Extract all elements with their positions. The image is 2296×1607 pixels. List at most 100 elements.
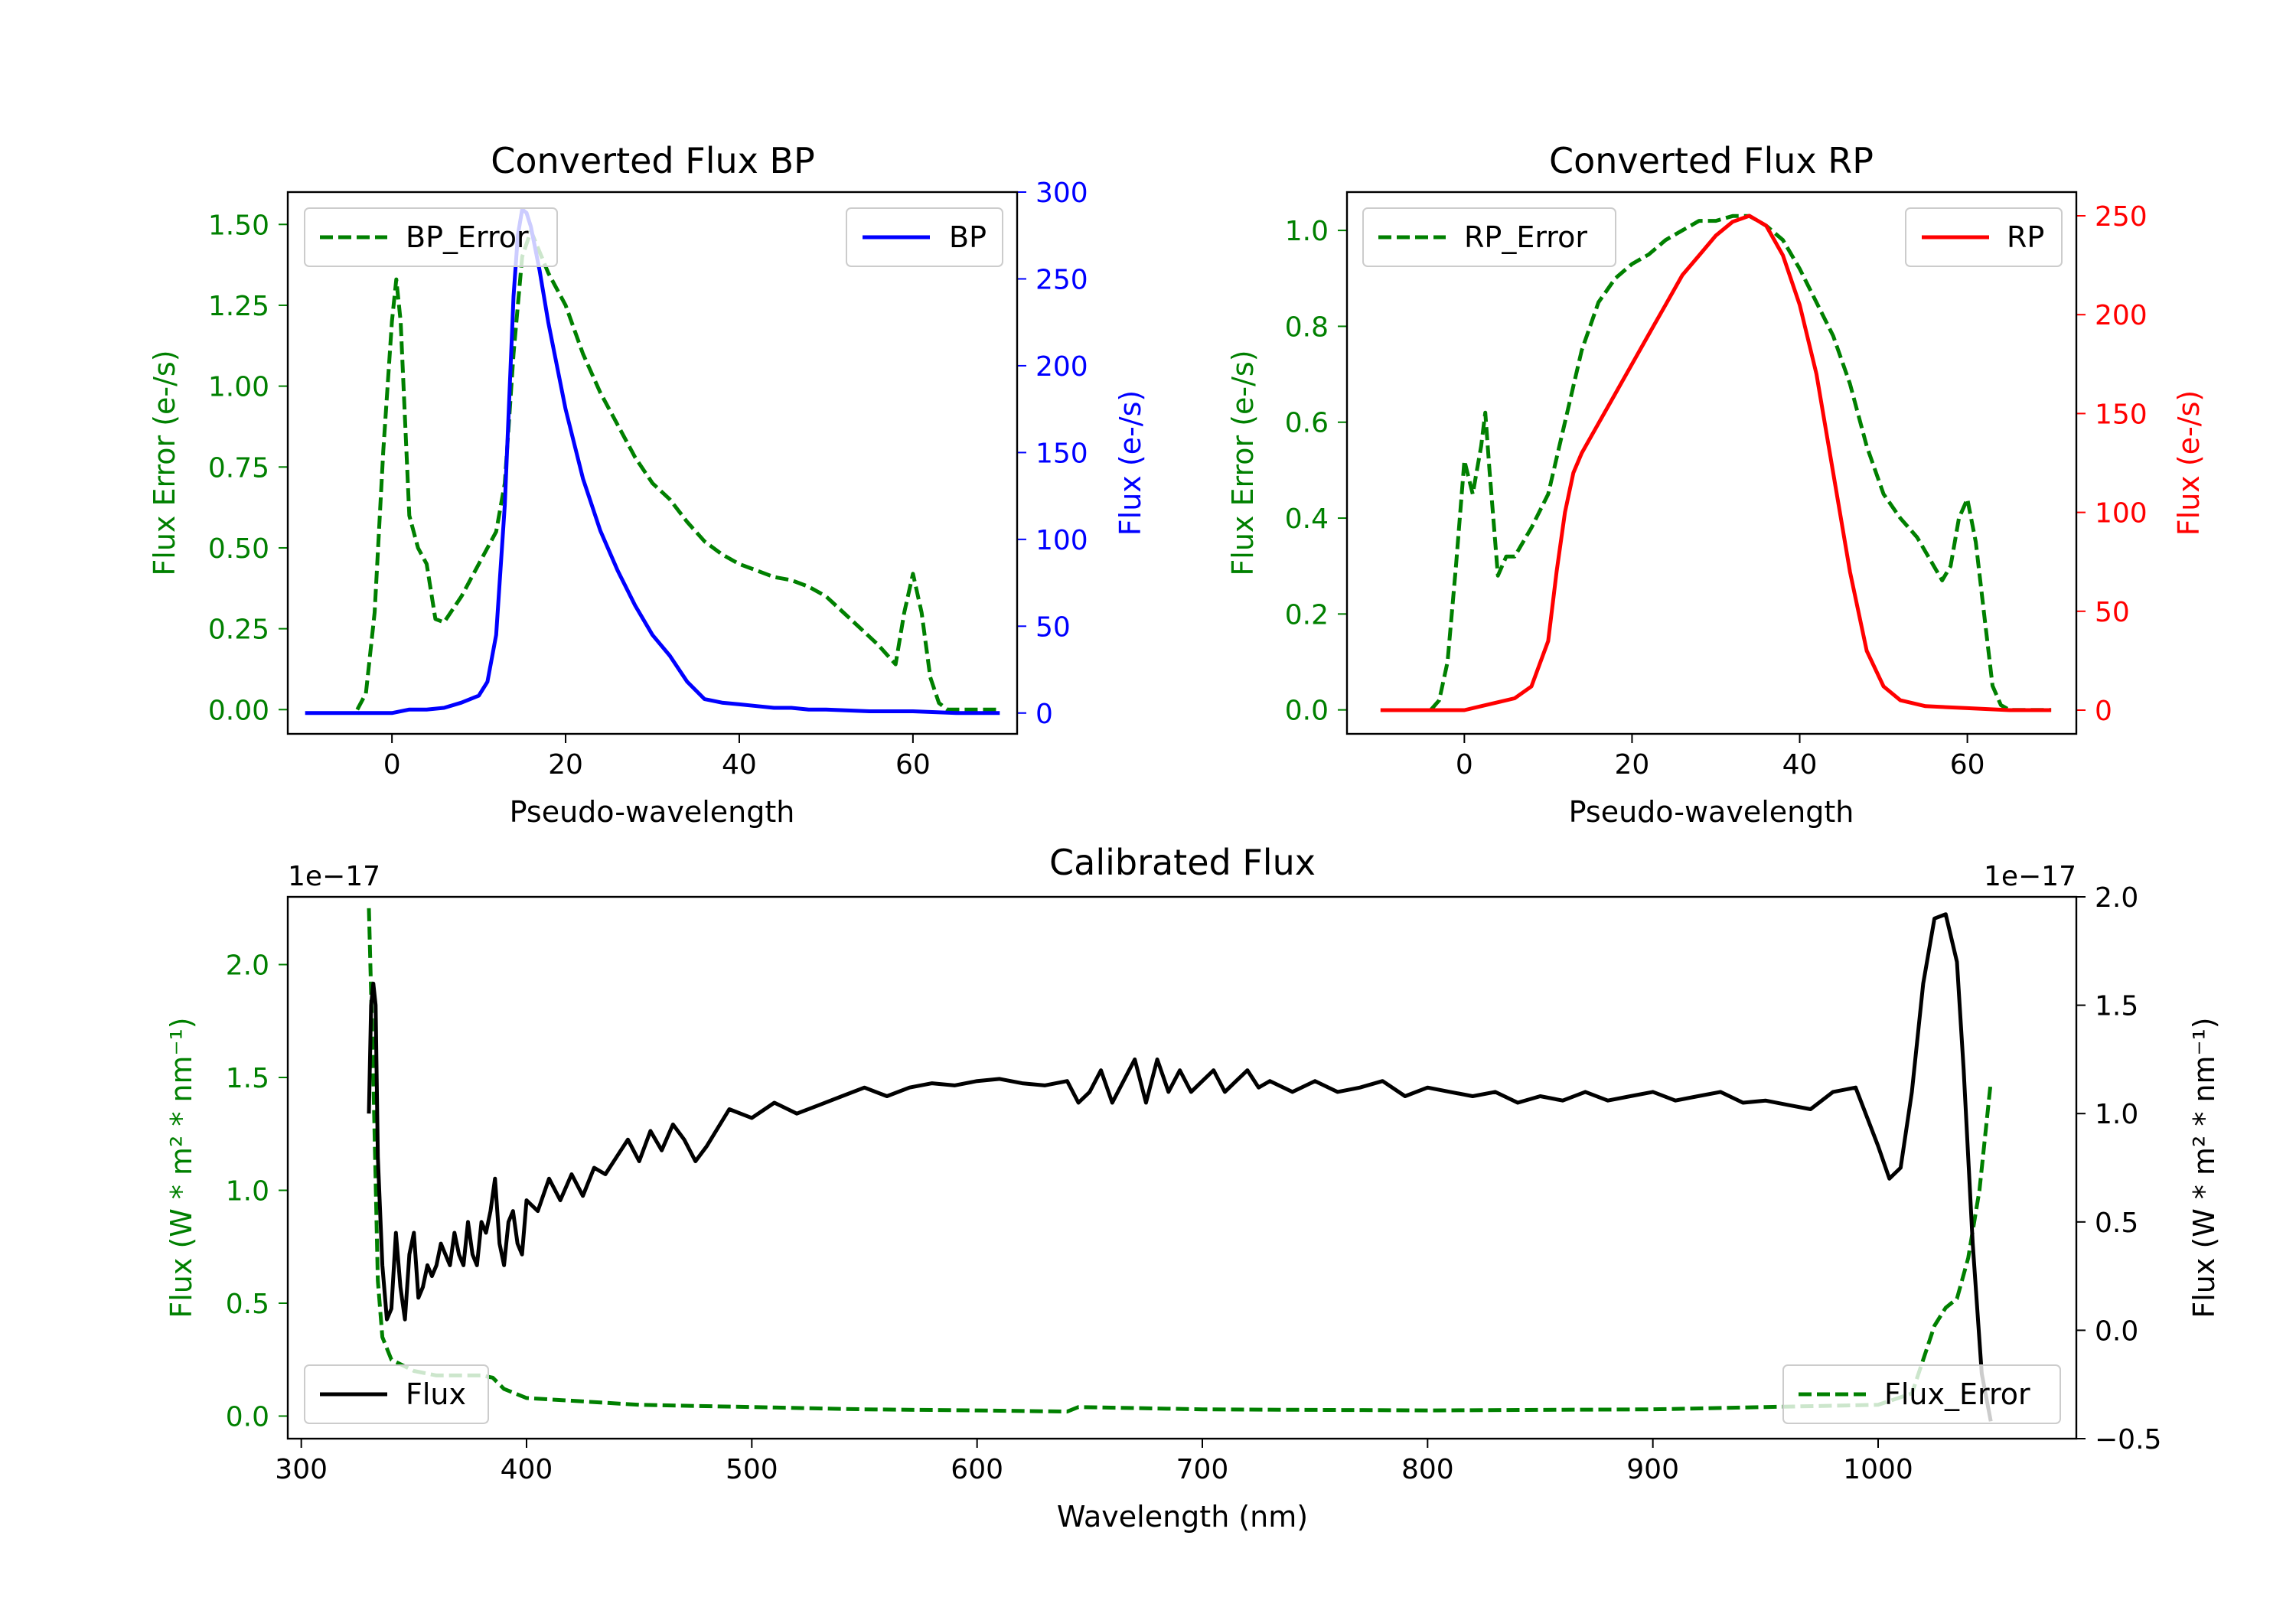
cal-x-ticks: 300 400 500 600 700 800 900 1000	[275, 1439, 1913, 1485]
bp-ytick-right-label: 300	[1035, 178, 1088, 209]
bp-series-bp	[305, 207, 1000, 715]
rp-ytick-right-label: 0	[2095, 696, 2112, 727]
cal-xtick-label: 900	[1626, 1454, 1679, 1485]
cal-ytick-right-label: 0.5	[2095, 1208, 2138, 1239]
chart-calibrated-flux: Calibrated Flux 1e−17 1e−17 0.0 0.5 1.0 1.5…	[165, 842, 2221, 1534]
rp-title: Converted Flux RP	[1549, 140, 1874, 181]
bp-xtick-label: 20	[548, 749, 583, 781]
bp-plot-frame	[286, 191, 1019, 735]
bp-ytick-right-label: 250	[1035, 264, 1088, 295]
bp-left-ticks: 0.00 0.25 0.50 0.75 1.00 1.25 1.50	[208, 210, 288, 726]
cal-ytick-left-label: 0.5	[226, 1289, 269, 1320]
rp-ytick-right-label: 100	[2095, 498, 2148, 530]
rp-legend-error-label: RP_Error	[1464, 220, 1587, 254]
rp-ytick-left-label: 0.8	[1285, 311, 1329, 343]
bp-x-ticks: 0 20 40 60	[383, 734, 931, 781]
rp-series-rp-error	[1429, 214, 2052, 712]
rp-plot-frame	[1345, 191, 2078, 735]
bp-xtick-label: 40	[722, 749, 757, 781]
bp-ytick-left-label: 0.00	[208, 695, 269, 726]
cal-right-ticks: −0.5 0.0 0.5 1.0 1.5 2.0	[2076, 882, 2161, 1455]
bp-ytick-right-label: 100	[1035, 525, 1088, 556]
rp-ytick-right-label: 200	[2095, 300, 2148, 331]
bp-ytick-left-label: 1.25	[208, 291, 269, 322]
cal-xlabel: Wavelength (nm)	[1057, 1500, 1308, 1534]
cal-offset-right: 1e−17	[1984, 861, 2076, 892]
rp-ytick-left-label: 0.6	[1285, 408, 1329, 439]
rp-ytick-left-label: 0.2	[1285, 599, 1329, 631]
cal-ytick-right-label: 0.0	[2095, 1315, 2138, 1347]
cal-plot-frame	[286, 895, 2078, 1440]
rp-xtick-label: 60	[1950, 749, 1985, 781]
cal-left-ticks: 0.0 0.5 1.0 1.5 2.0	[226, 950, 288, 1433]
rp-right-ticks: 0 50 100 150 200 250	[2076, 201, 2148, 727]
bp-legend-error-label: BP_Error	[406, 220, 529, 254]
bp-ylabel-left: Flux Error (e-/s)	[148, 350, 181, 575]
rp-ytick-left-label: 0.0	[1285, 696, 1329, 727]
cal-ytick-left-label: 2.0	[226, 950, 269, 982]
rp-xtick-label: 20	[1615, 749, 1650, 781]
rp-series	[1380, 214, 2052, 712]
cal-series	[367, 908, 1993, 1422]
cal-legend-flux: Flux	[304, 1364, 489, 1424]
bp-ytick-left-label: 0.25	[208, 614, 269, 646]
cal-xtick-label: 600	[951, 1454, 1003, 1485]
cal-ytick-left-label: 0.0	[226, 1402, 269, 1433]
chart-converted-flux-bp: Converted Flux BP 0.00 0.25 0.50 0.75 1.00 1.…	[148, 140, 1147, 829]
rp-ytick-right-label: 50	[2095, 597, 2130, 628]
cal-legend-error-label: Flux_Error	[1884, 1377, 2030, 1411]
bp-series	[305, 207, 1000, 715]
cal-xtick-label: 800	[1401, 1454, 1454, 1485]
rp-series-rp	[1380, 214, 2052, 712]
rp-legend-rp-label: RP	[2007, 220, 2044, 254]
bp-right-ticks: 0 50 100 150 200 250 300	[1017, 178, 1088, 730]
bp-ytick-right-label: 150	[1035, 438, 1088, 469]
bp-ytick-right-label: 200	[1035, 351, 1088, 383]
cal-xtick-label: 400	[501, 1454, 553, 1485]
bp-ytick-right-label: 0	[1035, 699, 1053, 730]
rp-xtick-label: 0	[1456, 749, 1473, 781]
cal-xtick-label: 300	[275, 1454, 328, 1485]
cal-ytick-right-label: 1.5	[2095, 991, 2138, 1022]
rp-ylabel-left: Flux Error (e-/s)	[1226, 350, 1260, 575]
bp-ytick-left-label: 0.50	[208, 533, 269, 565]
rp-xlabel: Pseudo-wavelength	[1569, 795, 1854, 829]
cal-ytick-left-label: 1.0	[226, 1176, 269, 1208]
bp-ytick-left-label: 0.75	[208, 452, 269, 484]
bp-ytick-left-label: 1.50	[208, 210, 269, 241]
cal-xtick-label: 1000	[1843, 1454, 1913, 1485]
cal-xtick-label: 700	[1176, 1454, 1229, 1485]
bp-legend-bp: BP	[846, 207, 1003, 267]
rp-xtick-label: 40	[1782, 749, 1818, 781]
cal-xtick-label: 500	[726, 1454, 778, 1485]
cal-ytick-left-label: 1.5	[226, 1063, 269, 1094]
bp-ytick-right-label: 50	[1035, 611, 1071, 643]
rp-legend-error: RP_Error	[1362, 207, 1616, 267]
rp-ytick-right-label: 250	[2095, 201, 2148, 233]
bp-legend-error: BP_Error	[304, 207, 558, 267]
bp-xtick-label: 60	[895, 749, 931, 781]
chart-converted-flux-rp: Converted Flux RP 0.0 0.2 0.4 0.6 0.8 1.0 0 50…	[1226, 140, 2206, 829]
cal-legend-flux-label: Flux	[406, 1377, 466, 1411]
cal-offset-left: 1e−17	[288, 861, 380, 892]
rp-ytick-right-label: 150	[2095, 399, 2148, 430]
cal-ytick-right-label: 1.0	[2095, 1099, 2138, 1130]
cal-title: Calibrated Flux	[1049, 842, 1316, 883]
bp-xlabel: Pseudo-wavelength	[510, 795, 795, 829]
rp-ylabel-right: Flux (e-/s)	[2172, 390, 2206, 536]
rp-ytick-left-label: 0.4	[1285, 504, 1329, 535]
bp-ylabel-right: Flux (e-/s)	[1114, 390, 1147, 536]
bp-title: Converted Flux BP	[491, 140, 815, 181]
bp-xtick-label: 0	[383, 749, 401, 781]
cal-legend-error: Flux_Error	[1782, 1364, 2061, 1424]
bp-ytick-left-label: 1.00	[208, 372, 269, 403]
bp-series-bp-error	[355, 229, 1000, 712]
cal-ytick-right-label: −0.5	[2095, 1424, 2161, 1455]
rp-legend-rp: RP	[1905, 207, 2063, 267]
rp-ytick-left-label: 1.0	[1285, 216, 1329, 247]
cal-series-flux	[367, 912, 1993, 1422]
rp-x-ticks: 0 20 40 60	[1456, 734, 1985, 781]
bp-legend-bp-label: BP	[949, 220, 987, 254]
cal-ylabel-left: Flux (W * m² * nm⁻¹)	[165, 1017, 198, 1318]
